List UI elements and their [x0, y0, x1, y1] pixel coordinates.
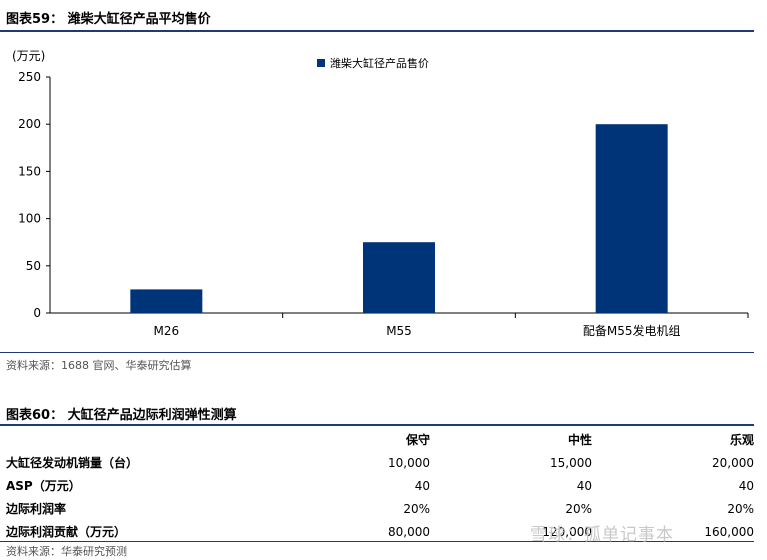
x-tick-label: M26 [154, 324, 180, 338]
y-tick-label: 200 [18, 117, 41, 131]
column-header: 中性 [567, 433, 592, 447]
bar [363, 242, 435, 313]
table-bottom-rule [0, 541, 754, 542]
row-label: 边际利润贡献（万元） [6, 525, 127, 539]
cell-value: 20% [565, 501, 592, 516]
watermark: 雪球：孤单记事本 [530, 525, 674, 545]
bar [130, 289, 203, 313]
cell-value: 40 [738, 478, 754, 493]
column-header: 保守 [405, 433, 430, 447]
table-row: 边际利润贡献（万元） 80,000 120,000 160,000 [0, 520, 754, 543]
y-tick-label: 50 [26, 259, 41, 273]
table-row: 大缸径发动机销量（台） 10,000 15,000 20,000 [0, 451, 754, 474]
chart-bottom-rule [0, 352, 754, 353]
row-label: ASP（万元） [6, 479, 81, 493]
cell-value: 120,000 [542, 524, 592, 539]
cell-value: 160,000 [704, 524, 754, 539]
table-header-row: 保守 中性 乐观 [0, 428, 754, 451]
legend-label: 潍柴大缸径产品售价 [330, 56, 429, 70]
source-note-60: 资料来源：华泰研究预测 [6, 545, 127, 558]
y-tick-label: 100 [18, 212, 41, 226]
cell-value: 20% [403, 501, 430, 516]
cell-value: 40 [576, 478, 592, 493]
row-label: 大缸径发动机销量（台） [6, 456, 139, 470]
cell-value: 80,000 [388, 524, 430, 539]
table-row: 边际利润率 20% 20% 20% [0, 497, 754, 520]
header-blank [0, 428, 340, 451]
margin-table: 保守 中性 乐观大缸径发动机销量（台） 10,000 15,000 20,000 ASP（万… [0, 428, 754, 543]
y-tick-label: 250 [18, 70, 41, 84]
table-title-rule [0, 424, 754, 426]
figure-title-59: 图表59： 潍柴大缸径产品平均售价 [6, 12, 211, 27]
y-tick-label: 0 [33, 306, 41, 320]
cell-value: 20% [727, 501, 754, 516]
y-tick-label: 150 [18, 164, 41, 178]
bar [595, 124, 668, 313]
x-tick-label: M55 [386, 324, 412, 338]
cell-value: 15,000 [550, 455, 592, 470]
column-header: 乐观 [729, 433, 754, 447]
cell-value: 40 [414, 478, 430, 493]
bar-chart: (万元) 0 50 100 150 200 250 M26 M55 配备M55发电机组 潍柴大缸径产… [12, 49, 749, 338]
table-row: ASP（万元） 40 40 40 [0, 474, 754, 497]
x-tick-label: 配备M55发电机组 [583, 323, 681, 338]
figure-title-60: 图表60： 大缸径产品边际利润弹性测算 [6, 408, 237, 423]
cell-value: 10,000 [388, 455, 430, 470]
legend-swatch [317, 59, 325, 67]
title-rule-top [0, 30, 754, 32]
cell-value: 20,000 [712, 455, 754, 470]
source-note-59: 资料来源：1688 官网、华泰研究估算 [6, 359, 192, 372]
row-label: 边际利润率 [6, 502, 67, 516]
y-axis-label: (万元) [12, 49, 45, 63]
